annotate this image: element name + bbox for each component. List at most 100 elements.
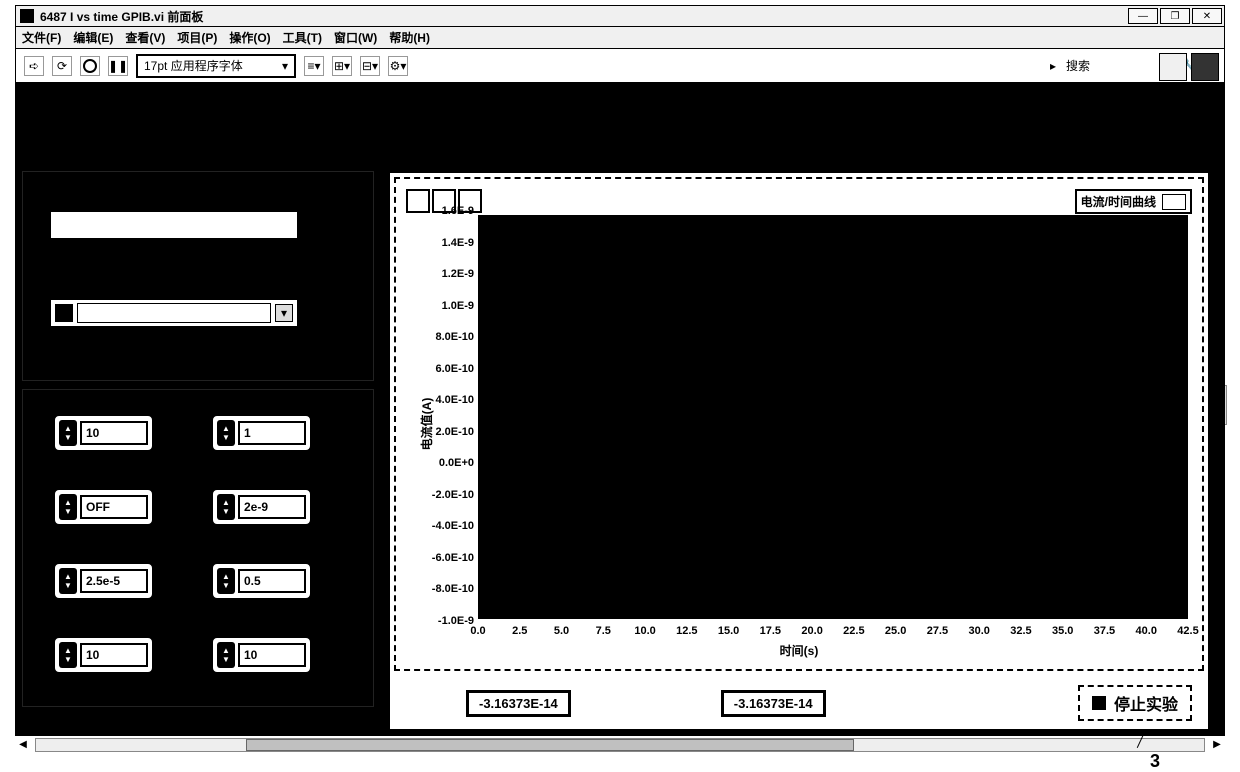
x-tick: 25.0 (885, 625, 906, 637)
numeric-input-2[interactable]: 1 (213, 416, 310, 450)
visa-icon (55, 304, 73, 322)
numeric-value-1[interactable]: 10 (80, 421, 148, 445)
visa-value[interactable] (77, 303, 271, 323)
scroll-right-arrow[interactable]: ▶ (1209, 738, 1225, 752)
connector-pane-icon[interactable] (1159, 53, 1187, 81)
spinner-icon[interactable] (217, 568, 235, 594)
y-tick: 1.4E-9 (418, 237, 474, 249)
minimize-button[interactable]: — (1128, 8, 1158, 24)
numeric-input-3[interactable]: OFF (55, 490, 152, 524)
chevron-down-icon: ▾ (282, 59, 288, 73)
menubar: 文件(F) 编辑(E) 查看(V) 项目(P) 操作(O) 工具(T) 窗口(W… (15, 27, 1225, 49)
numeric-value-7[interactable]: 10 (80, 643, 148, 667)
window: 6487 I vs time GPIB.vi 前面板 — ❐ ✕ 文件(F) 编… (15, 5, 1225, 753)
titlebar: 6487 I vs time GPIB.vi 前面板 — ❐ ✕ (15, 5, 1225, 27)
readout-2: -3.16373E-14 (721, 690, 826, 717)
numeric-input-6[interactable]: 0.5 (213, 564, 310, 598)
search-label[interactable]: 搜索 (1066, 57, 1090, 74)
abort-button[interactable] (80, 56, 100, 76)
spinner-icon[interactable] (59, 568, 77, 594)
readout-row: -3.16373E-14 -3.16373E-14 停止实验 (390, 681, 1208, 725)
scroll-left-arrow[interactable]: ◀ (15, 738, 31, 752)
menu-edit[interactable]: 编辑(E) (73, 29, 113, 46)
x-axis-label: 时间(s) (780, 642, 819, 659)
horizontal-scrollbar[interactable]: ◀ ▶ (15, 735, 1225, 753)
menu-help[interactable]: 帮助(H) (389, 29, 430, 46)
numeric-value-6[interactable]: 0.5 (238, 569, 306, 593)
stop-button[interactable]: 停止实验 (1078, 685, 1192, 721)
font-dropdown[interactable]: 17pt 应用程序字体 ▾ (136, 54, 296, 78)
y-tick: 1.6E-9 (418, 205, 474, 217)
annotation-3: 3 (1150, 751, 1160, 772)
numeric-value-2[interactable]: 1 (238, 421, 306, 445)
vi-icons (1159, 53, 1219, 81)
menu-view[interactable]: 查看(V) (125, 29, 165, 46)
menu-operate[interactable]: 操作(O) (229, 29, 270, 46)
chart-panel: 电流/时间曲线 电流值(A) 1.6E-91.4E-91.2E-91.0E-98… (388, 171, 1210, 731)
y-axis-ticks: 1.6E-91.4E-91.2E-91.0E-98.0E-106.0E-104.… (418, 211, 476, 621)
plot-area[interactable] (478, 215, 1188, 619)
readout-1: -3.16373E-14 (466, 690, 571, 717)
spinner-icon[interactable] (217, 494, 235, 520)
x-tick: 37.5 (1094, 625, 1115, 637)
y-tick: 6.0E-10 (418, 363, 474, 375)
run-continuous-button[interactable]: ⟳ (52, 56, 72, 76)
numeric-input-5[interactable]: 2.5e-5 (55, 564, 152, 598)
x-tick: 10.0 (634, 625, 655, 637)
spinner-icon[interactable] (59, 420, 77, 446)
chevron-down-icon[interactable]: ▾ (275, 304, 293, 322)
menu-window[interactable]: 窗口(W) (334, 29, 377, 46)
menu-file[interactable]: 文件(F) (22, 29, 61, 46)
stop-button-label: 停止实验 (1114, 691, 1178, 715)
y-tick: 0.0E+0 (418, 457, 474, 469)
numeric-input-4[interactable]: 2e-9 (213, 490, 310, 524)
numeric-value-5[interactable]: 2.5e-5 (80, 569, 148, 593)
numeric-input-7[interactable]: 10 (55, 638, 152, 672)
x-tick: 22.5 (843, 625, 864, 637)
scroll-thumb[interactable] (246, 739, 853, 751)
x-tick: 35.0 (1052, 625, 1073, 637)
spinner-icon[interactable] (59, 642, 77, 668)
numeric-input-1[interactable]: 10 (55, 416, 152, 450)
close-button[interactable]: ✕ (1192, 8, 1222, 24)
x-tick: 7.5 (596, 625, 611, 637)
align-button-2[interactable]: ⊞▾ (332, 56, 352, 76)
legend-sample (1162, 194, 1186, 210)
run-button[interactable]: ➪ (24, 56, 44, 76)
menu-tools[interactable]: 工具(T) (283, 29, 322, 46)
align-button-1[interactable]: ≡▾ (304, 56, 324, 76)
x-tick: 5.0 (554, 625, 569, 637)
scroll-track[interactable] (35, 738, 1205, 752)
numeric-value-4[interactable]: 2e-9 (238, 495, 306, 519)
search-prefix-icon: ▸ (1050, 59, 1056, 73)
spinner-icon[interactable] (217, 420, 235, 446)
chart-legend[interactable]: 电流/时间曲线 (1075, 189, 1192, 214)
menu-project[interactable]: 项目(P) (177, 29, 217, 46)
spinner-icon[interactable] (217, 642, 235, 668)
window-title: 6487 I vs time GPIB.vi 前面板 (40, 8, 1128, 25)
numeric-value-3[interactable]: OFF (80, 495, 148, 519)
y-tick: 1.2E-9 (418, 268, 474, 280)
path-control[interactable] (49, 210, 299, 240)
vi-icon[interactable] (1191, 53, 1219, 81)
numeric-input-8[interactable]: 10 (213, 638, 310, 672)
window-controls: — ❐ ✕ (1128, 8, 1222, 24)
x-tick: 40.0 (1136, 625, 1157, 637)
x-tick: 17.5 (760, 625, 781, 637)
y-tick: -2.0E-10 (418, 489, 474, 501)
maximize-button[interactable]: ❐ (1160, 8, 1190, 24)
align-button-3[interactable]: ⊟▾ (360, 56, 380, 76)
y-tick: -1.0E-9 (418, 615, 474, 627)
x-axis-ticks: 0.02.55.07.510.012.515.017.520.022.525.0… (478, 625, 1188, 641)
numeric-value-8[interactable]: 10 (238, 643, 306, 667)
y-tick: 8.0E-10 (418, 331, 474, 343)
reorder-button[interactable]: ⚙▾ (388, 56, 408, 76)
x-tick: 0.0 (470, 625, 485, 637)
y-tick: 1.0E-9 (418, 300, 474, 312)
spinner-icon[interactable] (59, 494, 77, 520)
visa-resource-control[interactable]: ▾ (49, 298, 299, 328)
x-tick: 42.5 (1177, 625, 1198, 637)
left-controls-panel: ▾ 10 1 OFF 2e-9 (22, 171, 374, 709)
x-tick: 12.5 (676, 625, 697, 637)
pause-button[interactable]: ❚❚ (108, 56, 128, 76)
